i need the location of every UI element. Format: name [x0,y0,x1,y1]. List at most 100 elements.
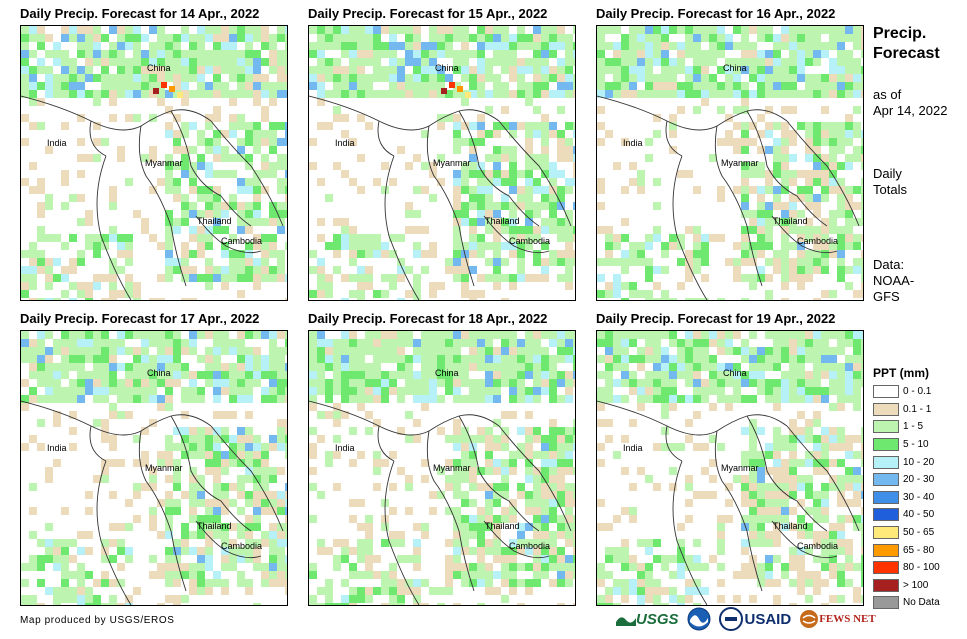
country-border [426,125,475,287]
legend-label: 0.1 - 1 [903,403,932,415]
usgs-logo: USGS [616,611,679,628]
country-border [170,110,252,227]
legend-item: 40 - 50 [873,506,940,524]
legend-label: 1 - 5 [903,421,924,433]
usgs-wave-icon [616,617,636,626]
place-label-cambodia: Cambodia [221,236,262,246]
legend-item: > 100 [873,577,940,595]
place-label-china: China [147,368,171,378]
country-border [96,460,132,605]
precip-map: China India Myanmar Thailand Cambodia [308,25,576,301]
place-label-thailand: Thailand [773,216,808,226]
usgs-logo-text: USGS [636,610,679,628]
data-source: Data: NOAA- GFS [873,257,914,305]
precip-field [597,331,863,605]
forecast-panel: Daily Precip. Forecast for 18 Apr., 2022… [308,311,578,611]
panel-title: Daily Precip. Forecast for 18 Apr., 2022 [308,311,548,326]
country-border [672,155,708,300]
precip-map: China India Myanmar Thailand Cambodia [20,330,288,606]
place-label-myanmar: Myanmar [145,158,183,168]
place-label-myanmar: Myanmar [721,158,759,168]
country-border [384,155,420,300]
title-line-1: Precip. [873,25,927,42]
legend-swatch [873,561,899,575]
country-border [746,415,828,532]
as-of-line-1: as of [873,87,902,102]
precip-field [21,331,287,605]
place-label-thailand: Thailand [197,216,232,226]
legend-label: 65 - 80 [903,544,935,556]
place-label-thailand: Thailand [197,521,232,531]
noaa-seal-icon [687,607,711,631]
place-label-myanmar: Myanmar [145,463,183,473]
legend-swatch [873,526,899,540]
as-of-date: as of Apr 14, 2022 [873,87,947,119]
legend-item: 50 - 65 [873,524,940,542]
legend-rows: 0 - 0.1 0.1 - 1 1 - 5 5 - 10 10 - 20 20 - 30 3… [873,383,940,612]
country-border [786,425,860,532]
place-label-cambodia: Cambodia [509,541,550,551]
precip-map: China India Myanmar Thailand Cambodia [596,330,864,606]
side-title: Precip. Forecast [873,24,940,64]
legend-swatch [873,473,899,487]
legend-label: 40 - 50 [903,509,935,521]
legend-item: No Data [873,594,940,612]
country-border [377,425,395,462]
forecast-panel: Daily Precip. Forecast for 15 Apr., 2022… [308,6,578,306]
country-border [426,430,475,592]
precip-field [597,26,863,300]
country-border [210,120,284,227]
usaid-seal-icon [718,607,743,631]
legend-label: 5 - 10 [903,439,929,451]
country-border [89,120,107,157]
precip-field [309,26,575,300]
place-label-cambodia: Cambodia [221,541,262,551]
legend-item: 1 - 5 [873,418,940,436]
place-label-india: India [47,443,67,453]
country-border [746,110,828,227]
country-border [786,120,860,227]
legend-swatch [873,490,899,504]
forecast-panel: Daily Precip. Forecast for 16 Apr., 2022… [596,6,866,306]
panel-title: Daily Precip. Forecast for 15 Apr., 2022 [308,6,548,21]
legend-label: No Data [903,597,940,609]
precip-field [309,331,575,605]
totals-line-2: Totals [873,182,907,197]
place-label-myanmar: Myanmar [433,158,471,168]
place-label-china: China [723,63,747,73]
data-line-1: Data: [873,257,905,272]
legend-item: 10 - 20 [873,453,940,471]
place-label-cambodia: Cambodia [509,236,550,246]
legend-label: 10 - 20 [903,456,935,468]
country-border [714,125,763,287]
credit-text: Map produced by USGS/EROS [20,615,175,626]
legend-swatch [873,402,899,416]
country-border [498,425,572,532]
panel-title: Daily Precip. Forecast for 19 Apr., 2022 [596,311,836,326]
as-of-line-2: Apr 14, 2022 [873,103,948,118]
fewsnet-logo-text: FEWS NET [819,613,876,625]
agency-logos: USGS USAID FEWS NET [616,605,876,633]
country-border [384,460,420,605]
country-border [665,425,683,462]
place-label-india: India [335,443,355,453]
legend-label: 20 - 30 [903,474,935,486]
legend-item: 0.1 - 1 [873,401,940,419]
legend-swatch [873,596,899,610]
country-border [195,215,262,254]
panel-title: Daily Precip. Forecast for 17 Apr., 2022 [20,311,260,326]
place-label-china: China [147,63,171,73]
place-label-cambodia: Cambodia [797,236,838,246]
usaid-logo-text: USAID [744,610,792,628]
legend-swatch [873,438,899,452]
fewsnet-logo: FEWS NET [799,609,876,629]
place-label-china: China [435,368,459,378]
ppt-legend: PPT (mm) 0 - 0.1 0.1 - 1 1 - 5 5 - 10 10 - 2… [873,366,940,612]
legend-swatch [873,455,899,469]
country-border [714,430,763,592]
place-label-thailand: Thailand [485,521,520,531]
country-border [138,430,187,592]
noaa-logo [687,607,711,631]
totals-line-1: Daily [873,166,902,181]
legend-item: 30 - 40 [873,489,940,507]
